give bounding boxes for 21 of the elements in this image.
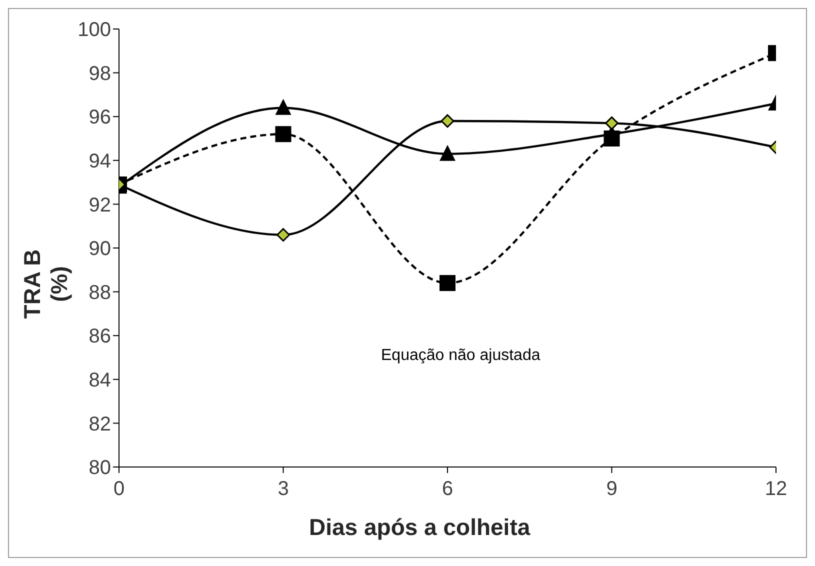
y-tick-label: 84 xyxy=(88,370,111,392)
x-tick-label: 0 xyxy=(113,478,125,500)
y-tick-label: 98 xyxy=(88,62,111,85)
y-tick-label: 96 xyxy=(88,106,111,129)
y-tick-label: 82 xyxy=(88,413,111,436)
x-tick-label: 9 xyxy=(606,478,618,500)
y-tick-label: 88 xyxy=(88,282,111,304)
y-tick-label: 94 xyxy=(88,150,111,172)
y-tick-label: 92 xyxy=(88,194,111,216)
y-tick-label: 100 xyxy=(78,19,111,42)
annotation: Equação não ajustada xyxy=(381,347,540,365)
y-tick-label: 86 xyxy=(88,326,111,348)
x-axis-title: Dias após a colheita xyxy=(309,514,530,541)
point xyxy=(440,275,456,292)
y-tick-label: 80 xyxy=(88,457,111,480)
x-tick-label: 6 xyxy=(442,478,454,500)
x-tick-label: 12 xyxy=(764,478,788,500)
point xyxy=(440,114,454,128)
y-tick-label: 90 xyxy=(88,238,111,260)
y-axis-title: TRA B (%) xyxy=(19,248,73,321)
x-tick-label: 3 xyxy=(278,478,289,500)
